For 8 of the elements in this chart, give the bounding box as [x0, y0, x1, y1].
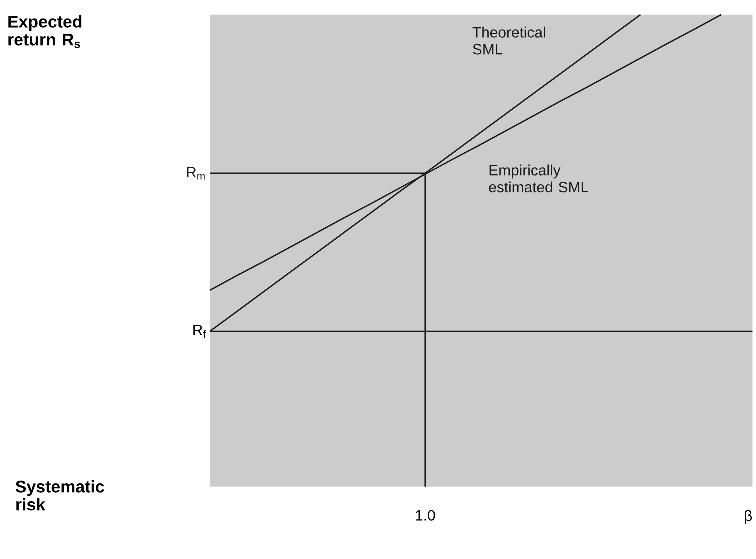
series-label: Theoretical SML: [472, 27, 546, 56]
x-tick-label: 1.0: [416, 510, 436, 522]
x-tick-label: β: [745, 510, 752, 524]
text: Expected return R$_{s}$: [8, 16, 82, 49]
ref-line-label: R$_{f}$: [194, 325, 206, 338]
series-label: Empirically estimated SML: [489, 165, 589, 193]
text: Systematic risk: [16, 480, 104, 511]
series-label: R$_{m}$: [187, 168, 205, 180]
